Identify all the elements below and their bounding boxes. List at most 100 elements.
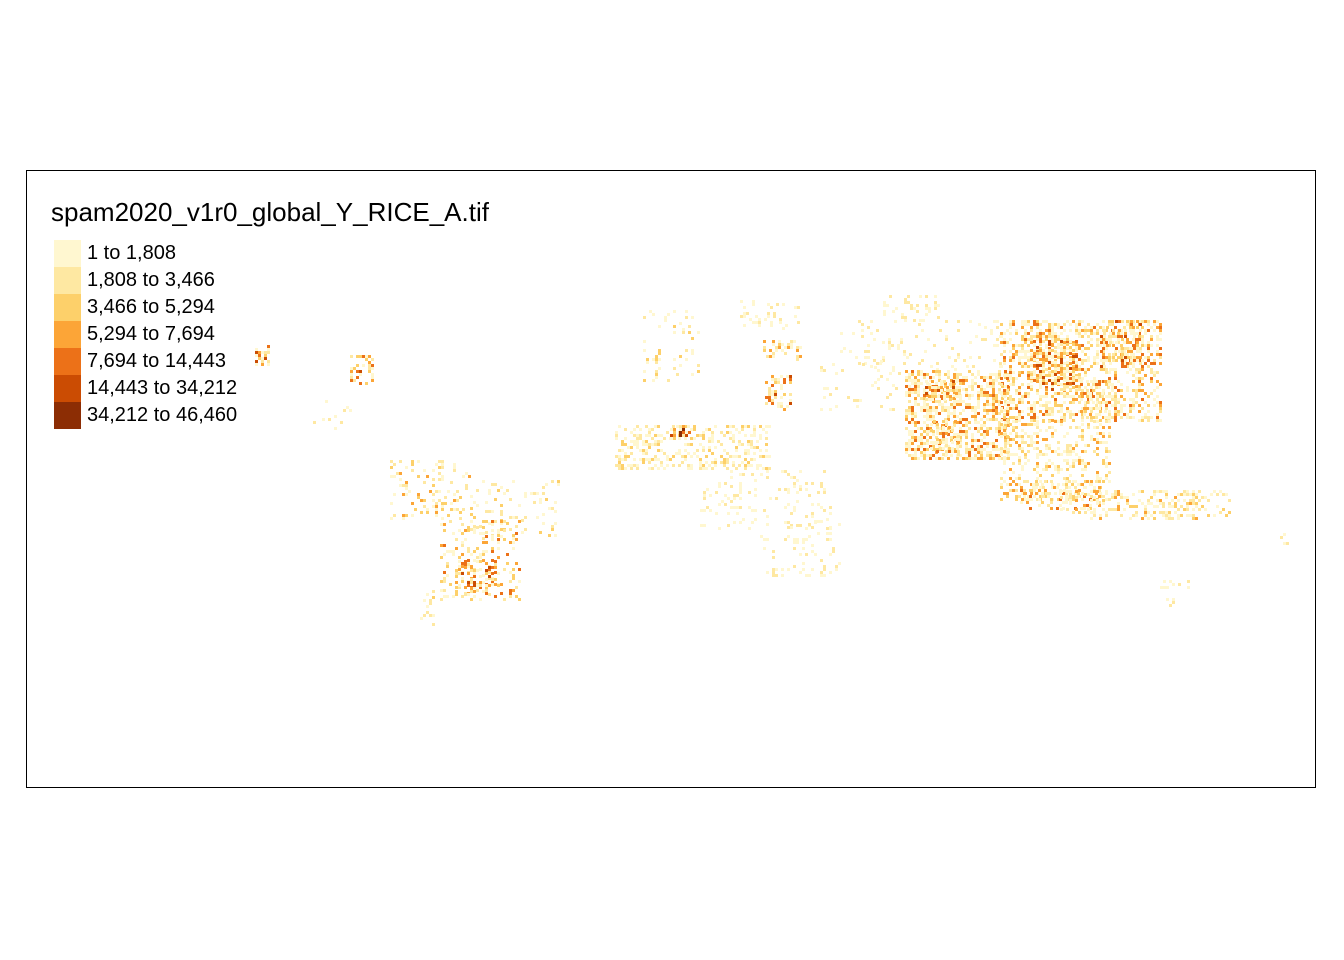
raster-cell: [956, 400, 959, 403]
raster-cell: [1093, 490, 1096, 493]
raster-cell: [1150, 377, 1153, 380]
raster-cell: [741, 443, 744, 446]
raster-cell: [928, 398, 931, 401]
raster-cell: [1065, 495, 1068, 498]
raster-cell: [732, 440, 735, 443]
raster-cell: [1162, 514, 1165, 517]
raster-cell: [1054, 420, 1057, 423]
raster-cell: [934, 304, 937, 307]
raster-cell: [1159, 347, 1162, 350]
raster-cell: [1093, 377, 1096, 380]
raster-cell: [1114, 407, 1117, 410]
raster-cell: [1147, 350, 1150, 353]
raster-cell: [1089, 392, 1092, 395]
raster-cell: [1063, 385, 1066, 388]
raster-cell: [663, 452, 666, 455]
raster-cell: [1033, 410, 1036, 413]
raster-cell: [458, 568, 461, 571]
raster-cell: [1115, 359, 1118, 362]
raster-cell: [962, 409, 965, 412]
raster-cell: [485, 592, 488, 595]
raster-cell: [1029, 495, 1032, 498]
raster-cell: [861, 329, 864, 332]
raster-cell: [500, 522, 503, 525]
raster-cell: [1057, 410, 1060, 413]
raster-cell: [1126, 371, 1129, 374]
raster-cell: [1144, 413, 1147, 416]
raster-cell: [768, 455, 771, 458]
raster-cell: [1021, 465, 1024, 468]
raster-cell: [989, 418, 992, 421]
raster-cell: [789, 402, 792, 405]
raster-cell: [1048, 329, 1051, 332]
raster-cell: [515, 562, 518, 565]
raster-cell: [723, 464, 726, 467]
raster-cell: [467, 563, 470, 566]
raster-cell: [989, 457, 992, 460]
raster-cell: [771, 378, 774, 381]
raster-cell: [1027, 320, 1030, 323]
raster-cell: [1063, 379, 1066, 382]
raster-cell: [432, 505, 435, 508]
raster-cell: [1051, 332, 1054, 335]
raster-cell: [642, 452, 645, 455]
raster-cell: [1081, 459, 1084, 462]
raster-cell: [1159, 502, 1162, 505]
raster-cell: [1153, 359, 1156, 362]
raster-cell: [955, 395, 958, 398]
raster-cell: [630, 464, 633, 467]
raster-cell: [1069, 413, 1072, 416]
raster-cell: [1102, 356, 1105, 359]
raster-cell: [730, 506, 733, 509]
raster-cell: [968, 457, 971, 460]
raster-cell: [1075, 496, 1078, 499]
raster-cell: [932, 433, 935, 436]
raster-cell: [735, 455, 738, 458]
raster-cell: [479, 586, 482, 589]
raster-cell: [945, 441, 948, 444]
raster-cell: [992, 406, 995, 409]
raster-cell: [917, 379, 920, 382]
raster-cell: [762, 467, 765, 470]
raster-cell: [936, 441, 939, 444]
raster-cell: [940, 389, 943, 392]
raster-cell: [1080, 507, 1083, 510]
raster-cell: [491, 538, 494, 541]
raster-cell: [1120, 383, 1123, 386]
raster-cell: [1084, 444, 1087, 447]
raster-cell: [438, 490, 441, 493]
raster-cell: [690, 428, 693, 431]
raster-cell: [740, 315, 743, 318]
raster-cell: [941, 397, 944, 400]
raster-cell: [1168, 517, 1171, 520]
raster-cell: [1023, 480, 1026, 483]
raster-cell: [1177, 499, 1180, 502]
raster-cell: [882, 341, 885, 344]
raster-cell: [654, 455, 657, 458]
raster-cell: [1051, 462, 1054, 465]
raster-cell: [959, 418, 962, 421]
raster-cell: [1102, 462, 1105, 465]
raster-cell: [1001, 397, 1004, 400]
raster-cell: [1042, 486, 1045, 489]
raster-cell: [938, 376, 941, 379]
legend-item: 1,808 to 3,466: [54, 267, 237, 294]
raster-cell: [1063, 356, 1066, 359]
raster-cell: [726, 431, 729, 434]
raster-cell: [1042, 413, 1045, 416]
raster-cell: [766, 515, 769, 518]
raster-cell: [1051, 486, 1054, 489]
raster-cell: [630, 440, 633, 443]
raster-cell: [1063, 341, 1066, 344]
raster-cell: [1003, 395, 1006, 398]
raster-cell: [652, 313, 655, 316]
raster-cell: [702, 467, 705, 470]
raster-cell: [905, 448, 908, 451]
raster-cell: [1021, 468, 1024, 471]
raster-cell: [923, 457, 926, 460]
raster-cell: [685, 358, 688, 361]
raster-cell: [963, 359, 966, 362]
raster-cell: [1132, 398, 1135, 401]
raster-cell: [464, 529, 467, 532]
raster-cell: [1177, 517, 1180, 520]
